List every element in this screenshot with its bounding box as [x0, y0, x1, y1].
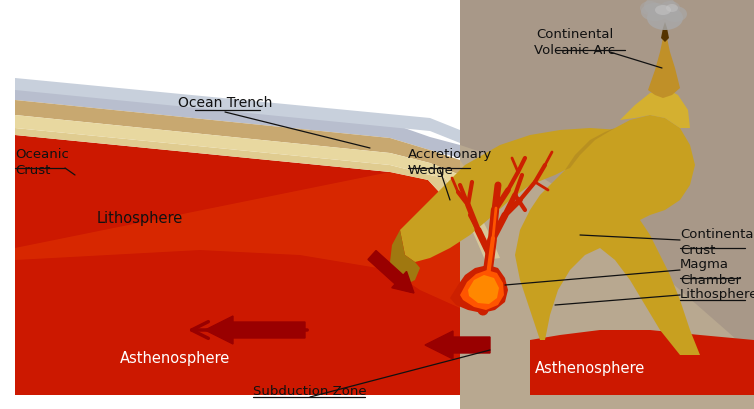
- Text: Asthenosphere: Asthenosphere: [120, 351, 230, 366]
- Polygon shape: [15, 115, 500, 260]
- Polygon shape: [530, 330, 754, 395]
- Text: Oceanic
Crust: Oceanic Crust: [15, 148, 69, 177]
- Polygon shape: [648, 28, 680, 98]
- FancyArrow shape: [425, 331, 490, 359]
- Polygon shape: [390, 230, 420, 285]
- Polygon shape: [565, 128, 615, 170]
- Polygon shape: [661, 22, 669, 42]
- Text: Continental
Volcanic Arc: Continental Volcanic Arc: [535, 28, 615, 57]
- Ellipse shape: [647, 6, 683, 30]
- Ellipse shape: [655, 5, 671, 15]
- Polygon shape: [15, 128, 505, 308]
- FancyArrow shape: [368, 251, 414, 293]
- Ellipse shape: [666, 4, 678, 12]
- Polygon shape: [400, 128, 620, 262]
- Polygon shape: [460, 0, 754, 409]
- Polygon shape: [15, 78, 460, 143]
- Ellipse shape: [644, 0, 676, 16]
- Ellipse shape: [660, 1, 680, 15]
- Polygon shape: [468, 275, 499, 304]
- Polygon shape: [460, 145, 754, 409]
- Text: Accretionary
Wedge: Accretionary Wedge: [408, 148, 492, 177]
- Polygon shape: [15, 100, 470, 175]
- Text: Subduction Zone: Subduction Zone: [253, 385, 366, 398]
- Polygon shape: [450, 265, 508, 313]
- Polygon shape: [15, 172, 505, 308]
- Text: Lithosphere: Lithosphere: [680, 288, 754, 301]
- Polygon shape: [15, 135, 530, 395]
- Text: Asthenosphere: Asthenosphere: [535, 360, 645, 375]
- Text: Lithosphere: Lithosphere: [97, 211, 183, 225]
- FancyArrow shape: [205, 316, 305, 344]
- Polygon shape: [15, 83, 460, 158]
- Ellipse shape: [663, 6, 687, 22]
- Text: Magma
Chamber: Magma Chamber: [680, 258, 741, 287]
- Polygon shape: [620, 88, 690, 128]
- Ellipse shape: [641, 3, 669, 21]
- Polygon shape: [515, 115, 700, 355]
- Polygon shape: [460, 270, 504, 310]
- Text: Continental
Crust: Continental Crust: [680, 228, 754, 257]
- Ellipse shape: [640, 1, 660, 15]
- Text: Ocean Trench: Ocean Trench: [178, 96, 272, 110]
